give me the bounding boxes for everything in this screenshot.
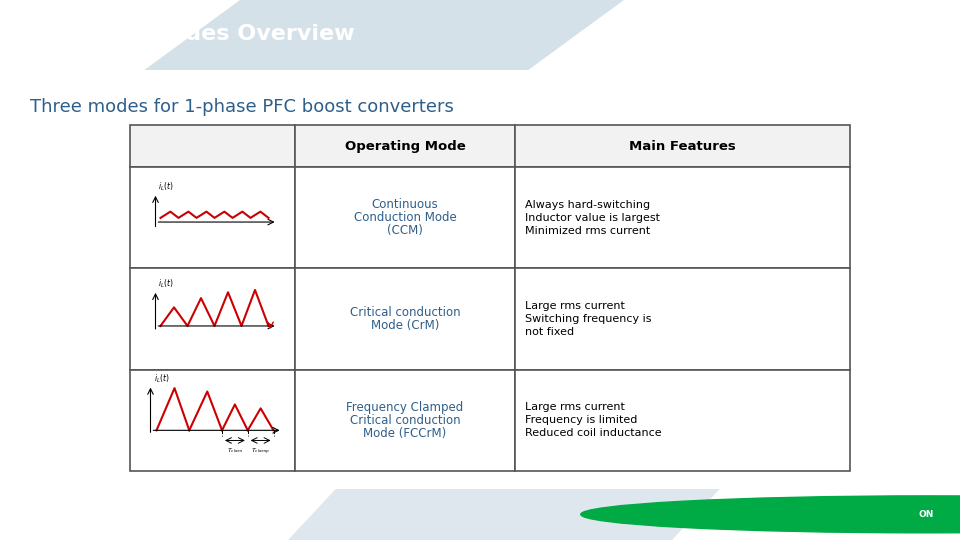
Circle shape [581, 496, 960, 533]
Text: not fixed: not fixed [525, 327, 574, 337]
Text: Always hard-switching: Always hard-switching [525, 200, 650, 210]
Text: Main Features: Main Features [629, 140, 736, 153]
Bar [130, 369, 295, 471]
Text: Conduction Mode: Conduction Mode [353, 211, 456, 225]
Text: Mode (CrM): Mode (CrM) [371, 319, 439, 332]
Text: Reduced coil inductance: Reduced coil inductance [525, 428, 661, 438]
Bar [295, 125, 515, 167]
Bar [295, 268, 515, 369]
Text: $i_L(t)$: $i_L(t)$ [158, 180, 174, 193]
Text: $i_L(t)$: $i_L(t)$ [158, 278, 174, 290]
Text: 14: 14 [14, 508, 32, 521]
Bar [515, 369, 850, 471]
Text: ®: ® [906, 505, 913, 511]
Text: (CCM): (CCM) [387, 225, 423, 238]
Polygon shape [144, 0, 624, 70]
Text: $T_{clamp}$: $T_{clamp}$ [252, 447, 270, 457]
Text: Frequency Clamped: Frequency Clamped [347, 401, 464, 414]
Text: ON: ON [919, 510, 934, 519]
Text: Operating Modes Overview: Operating Modes Overview [14, 24, 355, 44]
Bar [295, 167, 515, 268]
Text: Large rms current: Large rms current [525, 402, 625, 412]
Text: Inductor value is largest: Inductor value is largest [525, 213, 660, 223]
Bar [515, 268, 850, 369]
Text: Critical conduction: Critical conduction [349, 306, 460, 319]
Bar [515, 167, 850, 268]
Text: $T_{clam}$: $T_{clam}$ [227, 447, 243, 455]
Bar [130, 125, 295, 167]
Bar [130, 167, 295, 268]
Text: Large rms current: Large rms current [525, 301, 625, 311]
Text: Critical conduction: Critical conduction [349, 414, 460, 427]
Text: Operating Mode: Operating Mode [345, 140, 466, 153]
Bar [130, 268, 295, 369]
Polygon shape [288, 489, 720, 540]
Bar [295, 369, 515, 471]
Text: Frequency is limited: Frequency is limited [525, 415, 637, 425]
Text: Switching frequency is: Switching frequency is [525, 314, 652, 324]
Text: Minimized rms current: Minimized rms current [525, 226, 650, 236]
Bar [515, 125, 850, 167]
Text: Mode (FCCrM): Mode (FCCrM) [364, 427, 446, 440]
Text: Continuous: Continuous [372, 198, 439, 211]
Text: Three modes for 1-phase PFC boost converters: Three modes for 1-phase PFC boost conver… [30, 98, 454, 116]
Text: $i_L(t)$: $i_L(t)$ [154, 372, 169, 384]
Text: ON Semiconductor: ON Semiconductor [821, 509, 912, 519]
